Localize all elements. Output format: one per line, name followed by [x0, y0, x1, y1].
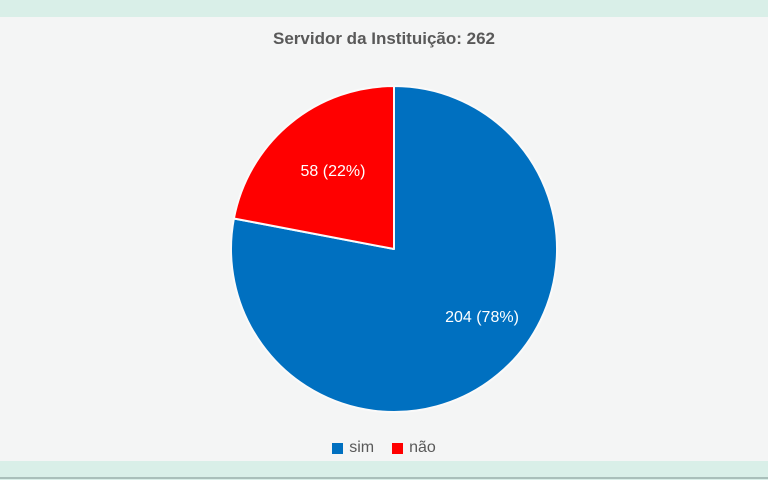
legend-label-nao: não: [409, 439, 436, 456]
legend-swatch-nao-icon: [392, 442, 404, 454]
chart-legend: sim não: [0, 439, 768, 457]
bottom-accent-bar: [0, 461, 768, 480]
legend-item-nao[interactable]: não: [392, 439, 436, 457]
pie-slice-nao[interactable]: [232, 85, 395, 250]
top-accent-bar: [0, 0, 768, 17]
legend-label-sim: sim: [349, 439, 375, 456]
bottom-rule: [0, 477, 768, 479]
legend-item-sim[interactable]: sim: [332, 439, 374, 457]
legend-swatch-sim-icon: [332, 442, 344, 454]
chart-title: Servidor da Instituição: 262: [272, 29, 495, 48]
